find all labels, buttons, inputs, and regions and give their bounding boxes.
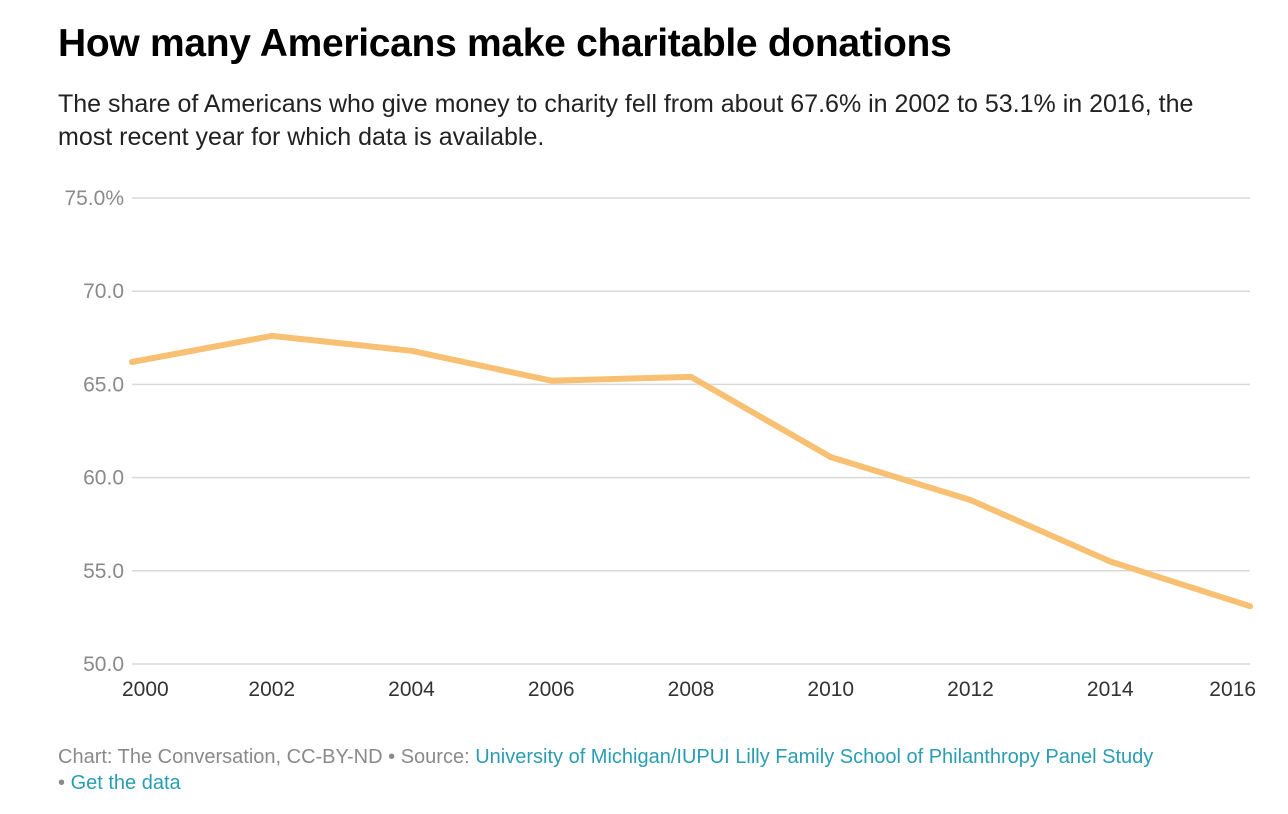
chart-subtitle: The share of Americans who give money to… (58, 90, 1194, 151)
line-chart: 50.055.060.065.070.075.0% 2000 2002 2004 20… (64, 187, 1256, 701)
get-data-link[interactable]: Get the data (70, 772, 181, 794)
data-point (268, 332, 275, 339)
chart-footer: Chart: The Conversation, CC-BY-ND • Sour… (58, 744, 1258, 796)
y-tick-label: 65.0 (83, 373, 124, 396)
data-point (827, 454, 834, 461)
y-tick-label: 70.0 (83, 280, 124, 303)
x-tick-label: 2016 (1209, 678, 1256, 701)
x-axis-ticks: 2000 2002 2004 2006 2008 2010 2012 2014 2016 (122, 678, 1256, 701)
series (129, 332, 1253, 610)
data-point (1107, 558, 1114, 565)
y-tick-label: 55.0 (83, 560, 124, 583)
y-axis-ticks: 50.0 55.0 60.0 65.0 70.0 75.0% (64, 187, 124, 676)
x-tick-label: 2006 (528, 678, 575, 701)
y-tick-label: 60.0 (83, 467, 124, 490)
source-link[interactable]: University of Michigan/IUPUI Lilly Famil… (475, 746, 1154, 768)
data-point (688, 373, 694, 380)
x-tick-label: 2000 (122, 678, 169, 701)
source-label: Source: (400, 746, 470, 768)
data-point (967, 496, 974, 503)
x-tick-label: 2002 (248, 678, 295, 701)
x-tick-label: 2014 (1087, 678, 1134, 701)
data-point (548, 377, 555, 384)
data-point (408, 347, 415, 354)
credit-text: Chart: The Conversation, CC-BY-ND (58, 746, 383, 768)
data-point (129, 359, 135, 366)
x-tick-label: 2012 (947, 678, 994, 701)
chart-title: How many Americans make charitable donat… (58, 22, 952, 65)
data-point (1247, 603, 1253, 610)
x-tick-label: 2010 (807, 678, 854, 701)
y-tick-label: 50.0 (83, 653, 124, 676)
x-tick-label: 2008 (668, 678, 715, 701)
footer-separator-2: • (58, 772, 66, 794)
x-tick-label: 2004 (388, 678, 435, 701)
y-tick-label: 75.0% (64, 187, 124, 210)
gridlines (132, 197, 1250, 665)
footer-separator: • (388, 746, 396, 768)
